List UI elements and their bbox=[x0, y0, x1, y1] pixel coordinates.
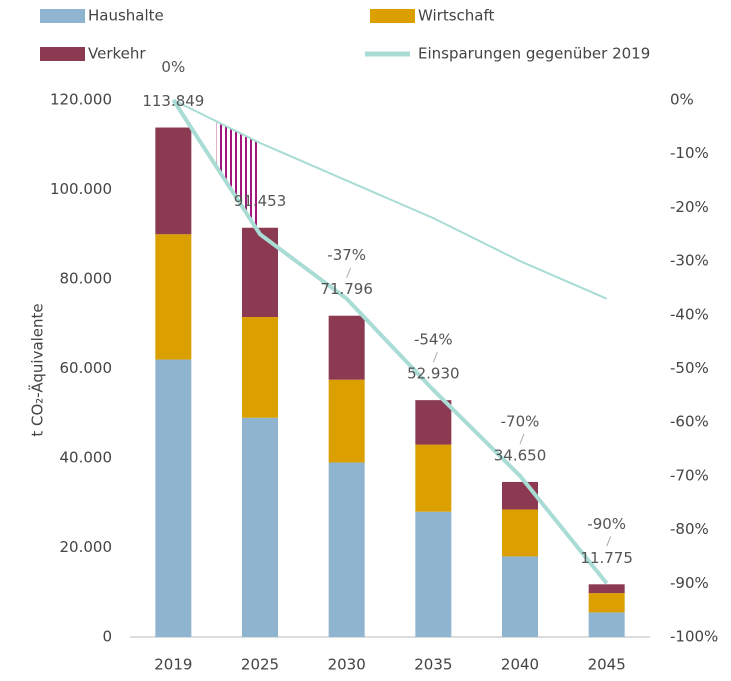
y2-tick-label: -60% bbox=[670, 413, 709, 431]
x-tick-label: 2019 bbox=[154, 656, 192, 674]
legend-swatch bbox=[370, 9, 415, 23]
percent-label: -70% bbox=[501, 412, 540, 430]
leader-line bbox=[432, 351, 438, 363]
total-label: 52.930 bbox=[407, 365, 460, 383]
total-label: 113.849 bbox=[142, 92, 204, 110]
y2-tick-label: -90% bbox=[670, 574, 709, 592]
bar-segment bbox=[502, 509, 538, 557]
leader-line bbox=[519, 433, 525, 445]
legend-swatch bbox=[40, 47, 85, 61]
legend-label: Haushalte bbox=[88, 7, 164, 25]
x-tick-label: 2035 bbox=[414, 656, 452, 674]
bar-segment bbox=[328, 462, 365, 637]
x-tick-label: 2030 bbox=[328, 656, 366, 674]
bar-segment bbox=[242, 417, 278, 637]
y-tick-label: 40.000 bbox=[60, 449, 113, 467]
percent-label: -90% bbox=[587, 515, 626, 533]
percent-label: -37% bbox=[327, 246, 366, 264]
legend-label: Wirtschaft bbox=[418, 7, 494, 25]
leader-line bbox=[346, 267, 352, 278]
y2-tick-label: -50% bbox=[670, 359, 709, 377]
bar-segment bbox=[415, 400, 452, 445]
x-tick-label: 2040 bbox=[501, 656, 539, 674]
hatched-area bbox=[216, 121, 260, 235]
total-label: 71.796 bbox=[320, 280, 373, 298]
y2-tick-label: -10% bbox=[670, 144, 709, 162]
y2-tick-label: -20% bbox=[670, 198, 709, 216]
x-tick-label: 2025 bbox=[241, 656, 279, 674]
bar-segment bbox=[155, 127, 192, 235]
total-label: 91.453 bbox=[234, 192, 287, 210]
bar-segment bbox=[415, 511, 452, 637]
y-tick-label: 0 bbox=[102, 628, 112, 646]
y2-tick-label: -70% bbox=[670, 466, 709, 484]
total-label: 34.650 bbox=[494, 446, 547, 464]
legend-label: Einsparungen gegenüber 2019 bbox=[418, 45, 650, 63]
bar-segment bbox=[242, 317, 278, 418]
percent-label: 0% bbox=[161, 58, 185, 76]
percent-label: -54% bbox=[414, 331, 453, 349]
bar-segment bbox=[588, 593, 625, 613]
legend-label: Verkehr bbox=[88, 45, 146, 63]
y-tick-label: 80.000 bbox=[60, 270, 113, 288]
line bbox=[171, 98, 609, 585]
bar-segment bbox=[328, 315, 365, 380]
y-tick-label: 120.000 bbox=[50, 91, 112, 109]
bar-segment bbox=[155, 359, 192, 637]
bar-segment bbox=[155, 234, 192, 360]
y2-tick-label: -40% bbox=[670, 305, 709, 323]
y-tick-label: 100.000 bbox=[50, 180, 112, 198]
bar-segment bbox=[588, 612, 625, 637]
y2-tick-label: 0% bbox=[670, 91, 694, 109]
bar-segment bbox=[502, 556, 538, 637]
leader-line bbox=[606, 536, 612, 547]
y-axis-title: t CO₂-Äquivalente bbox=[28, 303, 47, 436]
legend-swatch bbox=[40, 9, 85, 23]
y-tick-label: 20.000 bbox=[60, 538, 113, 556]
y2-tick-label: -80% bbox=[670, 520, 709, 538]
bar-segment bbox=[502, 481, 538, 510]
y2-tick-label: -100% bbox=[670, 628, 718, 646]
bar-segment bbox=[588, 584, 625, 594]
line bbox=[172, 99, 608, 300]
bar-segment bbox=[328, 379, 365, 463]
y-tick-label: 60.000 bbox=[60, 359, 113, 377]
y2-tick-label: -30% bbox=[670, 252, 709, 270]
x-tick-label: 2045 bbox=[588, 656, 626, 674]
total-label: 11.775 bbox=[580, 549, 633, 567]
bar-segment bbox=[415, 444, 452, 512]
